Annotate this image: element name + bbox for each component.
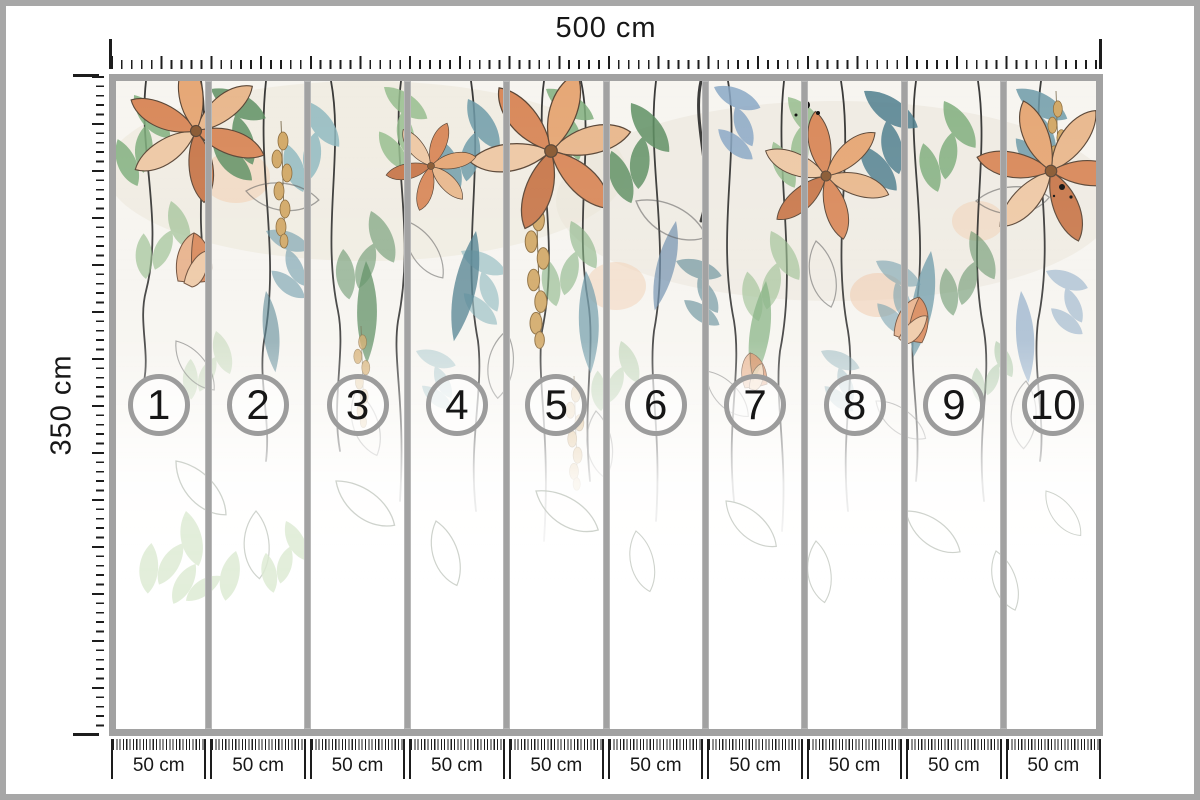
left-ruler-end-tick-top	[73, 74, 99, 77]
bottom-ruler-segment: 50 cm	[806, 739, 903, 779]
bottom-ruler-ticks	[908, 739, 1000, 750]
bottom-ruler-segment-label: 50 cm	[629, 755, 682, 776]
left-ruler-end-tick-bottom	[73, 733, 99, 736]
panel-divider	[900, 81, 908, 729]
panel-number: 5	[544, 381, 568, 428]
bottom-ruler-segment: 50 cm	[409, 739, 505, 779]
bottom-ruler-segment-label: 50 cm	[729, 755, 781, 776]
bottom-ruler-ticks	[212, 739, 304, 750]
panel-number: 7	[743, 381, 767, 428]
wall-mural-preview: 1 2 3 4 5 6 7 8 9 10	[109, 74, 1103, 736]
panel-divider	[701, 81, 709, 729]
top-ruler-end-tick-left	[109, 39, 112, 69]
bottom-ruler-segment: 50 cm	[906, 739, 1002, 779]
bottom-ruler-segment-label: 50 cm	[1027, 755, 1080, 776]
panel-number: 8	[842, 381, 867, 428]
bottom-ruler-segment: 50 cm	[309, 739, 406, 779]
bottom-ruler-ticks	[510, 739, 602, 750]
top-ruler-medium-ticks	[111, 56, 1101, 69]
panel-divider	[304, 81, 312, 729]
panel-number-circle: 9	[922, 374, 985, 436]
bottom-ruler-ticks	[1007, 739, 1099, 750]
panel-number-circle: 2	[227, 374, 290, 436]
bottom-ruler-ticks	[610, 739, 702, 750]
panel-number-circle: 5	[525, 374, 588, 436]
panel-number: 4	[445, 381, 469, 428]
bottom-ruler: 50 cm 50 cm 50 cm 50 cm 50 cm 50 cm 50 c…	[109, 739, 1103, 785]
bottom-ruler-segment-label: 50 cm	[331, 755, 384, 776]
panel-number-circle: 6	[624, 374, 687, 436]
top-ruler-end-tick-right	[1099, 39, 1102, 69]
bottom-ruler-segment-label: 50 cm	[132, 755, 185, 776]
bottom-ruler-segment-label: 50 cm	[928, 755, 980, 776]
panel-divider	[602, 81, 610, 729]
panel-number: 3	[345, 381, 370, 428]
panel-number-circle: 8	[823, 374, 886, 436]
top-ruler-label: 500 cm	[555, 12, 657, 44]
bottom-ruler-segment-label: 50 cm	[431, 755, 483, 776]
bottom-ruler-segment: 50 cm	[707, 739, 803, 779]
bottom-ruler-ticks	[311, 739, 404, 750]
panel-divider	[503, 81, 511, 729]
panel-number-circle: 3	[326, 374, 389, 436]
bottom-ruler-segment: 50 cm	[210, 739, 306, 779]
panel-divider	[801, 81, 809, 729]
panel-number: 9	[942, 381, 966, 428]
panel-number-circle: 1	[127, 374, 190, 436]
bottom-ruler-segment-label: 50 cm	[828, 755, 881, 776]
panel-divider	[204, 81, 212, 729]
bottom-ruler-segment-label: 50 cm	[530, 755, 583, 776]
panel-divider	[1000, 81, 1008, 729]
panel-number: 6	[644, 381, 668, 428]
panel-number-circle: 4	[425, 374, 488, 436]
bottom-ruler-ticks	[411, 739, 503, 750]
panel-number: 2	[246, 381, 270, 428]
bottom-ruler-segment: 50 cm	[608, 739, 704, 779]
panel-number-circle: 7	[724, 374, 787, 436]
bottom-ruler-segment: 50 cm	[508, 739, 604, 779]
panel-number: 10	[1029, 381, 1077, 428]
left-ruler-medium-ticks	[92, 76, 104, 734]
bottom-ruler-segment: 50 cm	[111, 739, 207, 779]
bottom-ruler-ticks	[808, 739, 901, 750]
left-ruler-label: 350 cm	[45, 354, 78, 456]
bottom-ruler-ticks	[113, 739, 205, 750]
panel-divider	[403, 81, 411, 729]
bottom-ruler-segment-label: 50 cm	[232, 755, 284, 776]
panel-number-circle: 10	[1022, 374, 1085, 436]
bottom-ruler-ticks	[709, 739, 801, 750]
bottom-ruler-segment: 50 cm	[1005, 739, 1101, 779]
panel-number: 1	[147, 381, 171, 428]
